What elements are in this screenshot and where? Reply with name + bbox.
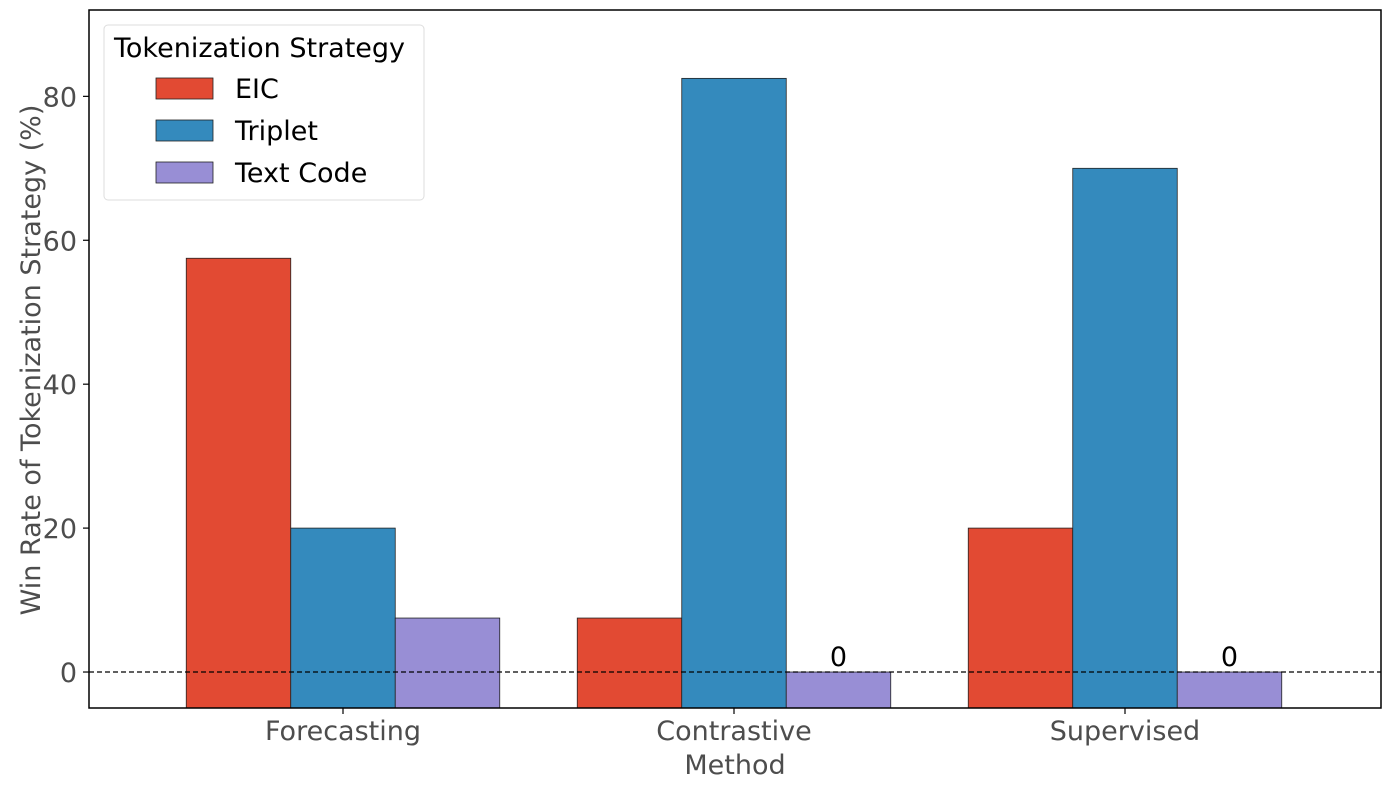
- x-tick-label: Contrastive: [656, 716, 811, 747]
- bar-triplet-supervised: [1072, 167, 1178, 709]
- legend-label-triplet: Triplet: [234, 116, 318, 147]
- x-axis-ticks: Forecasting Contrastive Supervised: [265, 708, 1200, 747]
- bar-triplet-forecasting: [290, 527, 396, 709]
- bar-eic-contrastive: [576, 617, 683, 709]
- legend-swatch-text-code: [155, 161, 214, 184]
- bar-triplet-contrastive: [681, 77, 787, 709]
- legend-box: [103, 24, 425, 201]
- bar-eic-forecasting: [185, 257, 292, 709]
- x-tick-label: Supervised: [1050, 716, 1200, 747]
- bar-text-code-supervised: [1176, 671, 1283, 709]
- bar-eic-supervised: [967, 527, 1074, 709]
- y-axis-title: Win Rate of Tokenization Strategy (%): [16, 105, 47, 616]
- legend-items: EIC Triplet Text Code: [155, 74, 367, 189]
- value-label-zero: 0: [1221, 642, 1238, 673]
- plot-frame: [88, 9, 1382, 709]
- legend-title: Tokenization Strategy: [113, 33, 405, 64]
- bars-layer: [185, 77, 1283, 709]
- value-label-zero: 0: [830, 642, 847, 673]
- bar-text-code-forecasting: [394, 617, 501, 709]
- legend-label-text-code: Text Code: [234, 158, 367, 189]
- legend: Tokenization Strategy EIC Triplet Text Cod…: [103, 24, 425, 201]
- legend-swatch-triplet: [155, 119, 214, 142]
- legend-swatch-eic: [155, 77, 214, 100]
- y-axis-ticks: 0 20 40 60 80: [43, 82, 89, 689]
- x-tick-label: Forecasting: [265, 716, 421, 747]
- bar-text-code-contrastive: [785, 671, 892, 709]
- y-tick-label: 60: [43, 226, 77, 257]
- x-axis-title: Method: [684, 750, 785, 781]
- y-tick-label: 20: [43, 514, 77, 545]
- y-tick-label: 80: [43, 82, 77, 113]
- y-tick-label: 0: [60, 658, 77, 689]
- legend-label-eic: EIC: [235, 74, 279, 105]
- y-tick-label: 40: [43, 370, 77, 401]
